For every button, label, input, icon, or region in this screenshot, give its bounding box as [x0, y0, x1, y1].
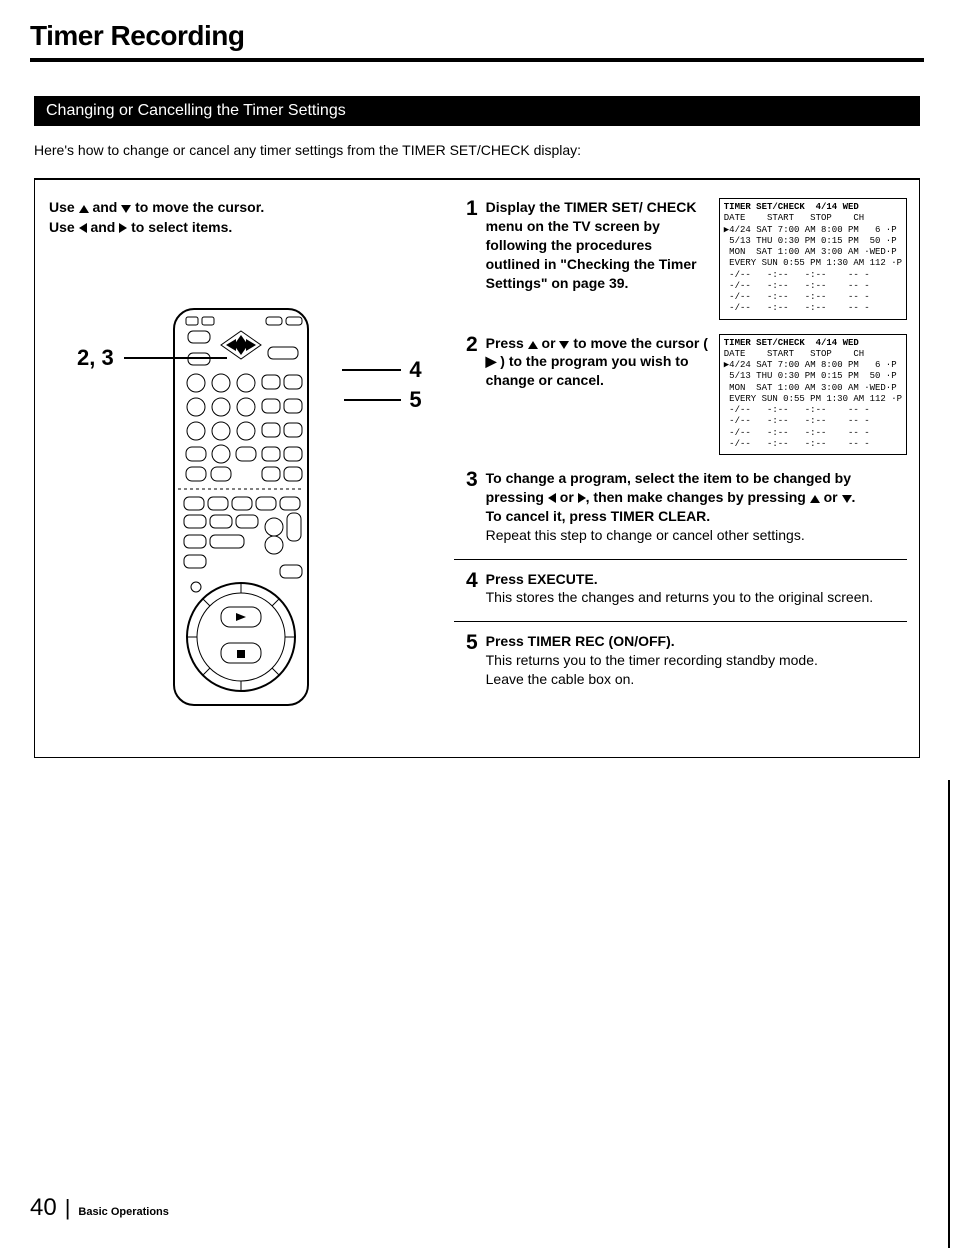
intro-text: Here's how to change or cancel any timer… [34, 142, 920, 158]
s2a: Press [486, 335, 528, 351]
step-5: 5 Press TIMER REC (ON/OFF). This returns… [454, 632, 907, 689]
step-3-number: 3 [454, 469, 478, 490]
osd1-r2: 5/13 THU 0:30 PM 0:15 PM 50 ·P [724, 236, 897, 246]
cursor-instruction: Use and to move the cursor. Use and to s… [49, 198, 434, 237]
up-triangle-icon [79, 205, 89, 213]
title-rule [30, 58, 924, 62]
instr1-a: Use [49, 199, 79, 215]
step-1-text: Display the TIMER SET/ CHECK menu on the… [486, 198, 709, 292]
osd2-r1: ▶4/24 SAT 7:00 AM 8:00 PM 6 ·P [724, 360, 897, 370]
page-footer: 40 | Basic Operations [30, 1194, 169, 1222]
osd1-r8: -/-- -:-- -:-- -- - [724, 303, 870, 313]
callout-4-label: 4 [409, 357, 421, 383]
instr2-a: Use [49, 219, 79, 235]
step-divider-2 [454, 621, 907, 622]
osd-display-2: TIMER SET/CHECK 4/14 WED DATE START STOP… [719, 334, 907, 456]
osd2-r7: -/-- -:-- -:-- -- - [724, 428, 870, 438]
step-5-number: 5 [454, 632, 478, 653]
left-column: Use and to move the cursor. Use and to s… [35, 180, 442, 757]
osd1-r6: -/-- -:-- -:-- -- - [724, 281, 870, 291]
osd2-r3: MON SAT 1:00 AM 3:00 AM ·WED·P [724, 383, 897, 393]
osd1-r5: -/-- -:-- -:-- -- - [724, 270, 870, 280]
s3e: . [852, 489, 856, 505]
step-4-bold: Press EXECUTE. [486, 570, 907, 589]
step-3: 3 To change a program, select the item t… [454, 469, 907, 545]
step-3-bold-2: To cancel it, press TIMER CLEAR. [486, 507, 907, 526]
main-frame: Use and to move the cursor. Use and to s… [34, 178, 920, 758]
osd2-r8: -/-- -:-- -:-- -- - [724, 439, 870, 449]
osd1-title: TIMER SET/CHECK 4/14 WED [724, 202, 859, 212]
instr1-b: and [89, 199, 122, 215]
footer-separator: | [65, 1195, 71, 1221]
osd1-r1: ▶4/24 SAT 7:00 AM 8:00 PM 6 ·P [724, 225, 897, 235]
instr2-c: to select items. [127, 219, 232, 235]
step-4-plain: This stores the changes and returns you … [486, 588, 907, 607]
osd2-r5: -/-- -:-- -:-- -- - [724, 405, 870, 415]
step-2-text: Press or to move the cursor ( ▶ ) to the… [486, 334, 709, 391]
step-4-number: 4 [454, 570, 478, 591]
callout-line [342, 369, 402, 371]
down-triangle-icon [559, 341, 569, 349]
step-4: 4 Press EXECUTE. This stores the changes… [454, 570, 907, 608]
osd1-hdr: DATE START STOP CH [724, 213, 864, 223]
callout-line [344, 399, 402, 401]
page-number: 40 [30, 1194, 57, 1222]
callout-2-3-label: 2, 3 [77, 345, 114, 371]
s3d: or [820, 489, 842, 505]
callout-line [124, 357, 227, 359]
callout-5-label: 5 [409, 387, 421, 413]
right-column: 1 Display the TIMER SET/ CHECK menu on t… [442, 180, 919, 757]
instr1-c: to move the cursor. [131, 199, 264, 215]
left-triangle-icon [548, 493, 556, 503]
step-2-number: 2 [454, 334, 478, 355]
s3c: , then make changes by pressing [586, 489, 810, 505]
osd2-r4: EVERY SUN 0:55 PM 1:30 AM 112 ·P [724, 394, 902, 404]
callout-5: 5 [344, 387, 422, 413]
osd-display-1: TIMER SET/CHECK 4/14 WED DATE START STOP… [719, 198, 907, 320]
osd1-r3: MON SAT 1:00 AM 3:00 AM ·WED·P [724, 247, 897, 257]
down-triangle-icon [842, 495, 852, 503]
osd1-r4: EVERY SUN 0:55 PM 1:30 AM 112 ·P [724, 258, 902, 268]
osd2-hdr: DATE START STOP CH [724, 349, 864, 359]
footer-section: Basic Operations [78, 1206, 168, 1218]
step-3-plain: Repeat this step to change or cancel oth… [486, 526, 907, 545]
step-5-bold: Press TIMER REC (ON/OFF). [486, 632, 907, 651]
down-triangle-icon [121, 205, 131, 213]
osd2-r2: 5/13 THU 0:30 PM 0:15 PM 50 ·P [724, 371, 897, 381]
step-1: 1 Display the TIMER SET/ CHECK menu on t… [454, 198, 907, 320]
step-5-plain-1: This returns you to the timer recording … [486, 651, 907, 670]
osd2-title: TIMER SET/CHECK 4/14 WED [724, 338, 859, 348]
osd2-r6: -/-- -:-- -:-- -- - [724, 416, 870, 426]
up-triangle-icon [528, 341, 538, 349]
callout-2-3: 2, 3 [77, 345, 227, 371]
up-triangle-icon [810, 495, 820, 503]
remote-diagram: 2, 3 4 5 [49, 307, 434, 707]
callout-4: 4 [342, 357, 422, 383]
page-edge-line [948, 780, 950, 1248]
step-5-plain-2: Leave the cable box on. [486, 670, 907, 689]
step-2: 2 Press or to move the cursor ( ▶ ) to t… [454, 334, 907, 456]
step-divider-1 [454, 559, 907, 560]
section-heading-bar: Changing or Cancelling the Timer Setting… [34, 96, 920, 126]
s3b: or [556, 489, 578, 505]
page-title: Timer Recording [30, 20, 924, 52]
osd1-r7: -/-- -:-- -:-- -- - [724, 292, 870, 302]
step-1-number: 1 [454, 198, 478, 219]
step-3-bold-1: To change a program, select the item to … [486, 469, 907, 507]
left-triangle-icon [79, 223, 87, 233]
instr2-b: and [87, 219, 120, 235]
s2b: or [538, 335, 560, 351]
right-triangle-icon [578, 493, 586, 503]
